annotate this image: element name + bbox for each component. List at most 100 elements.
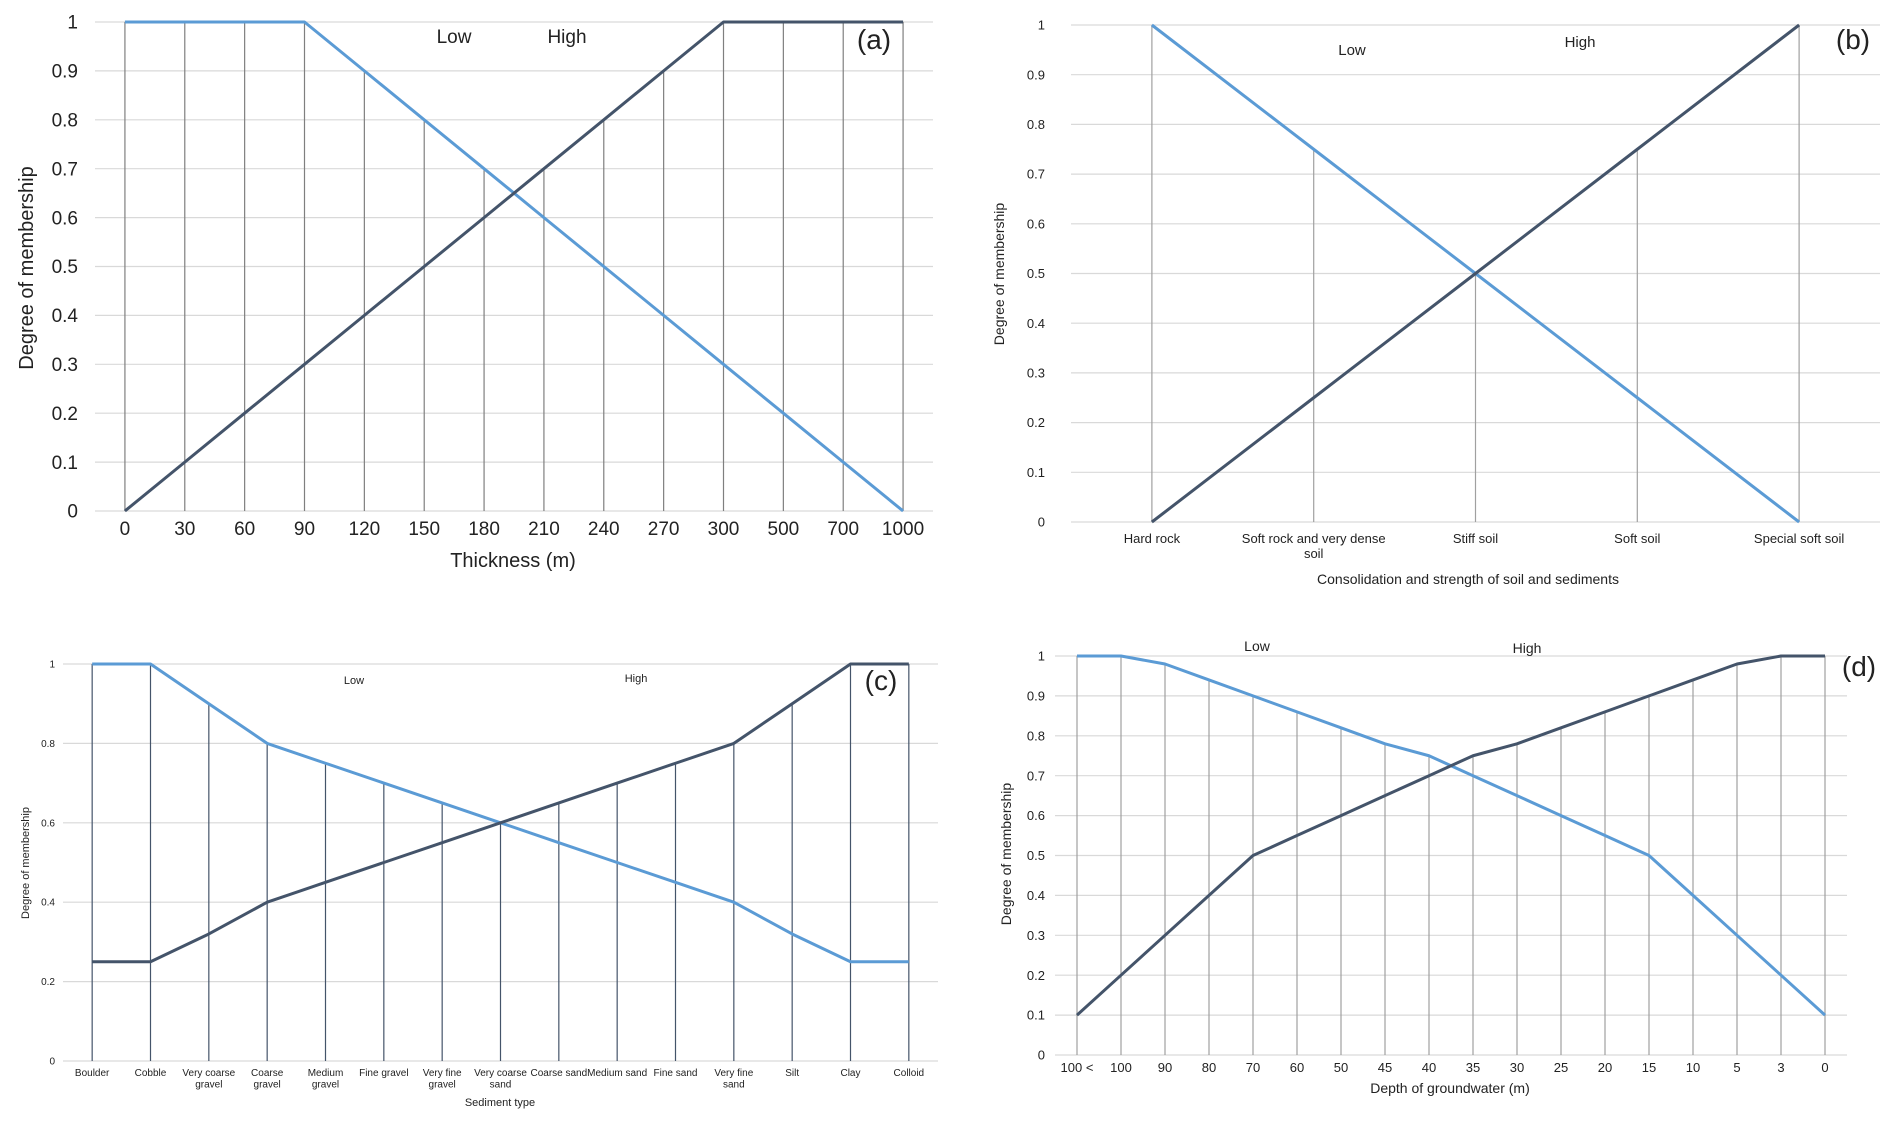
y-tick-label: 1 [1038, 649, 1045, 664]
y-tick-label: 0.8 [1027, 728, 1045, 743]
panel-label: (a) [857, 24, 891, 55]
series-label-high: High [1565, 34, 1596, 51]
x-tick-label: Hard rock [1124, 531, 1181, 546]
x-tick-label: Special soft soil [1754, 531, 1844, 546]
y-tick-label: 0.7 [1027, 167, 1045, 182]
x-tick-label: 80 [1202, 1060, 1216, 1075]
x-tick-label: 45 [1378, 1060, 1392, 1075]
series-label-low: Low [1244, 638, 1271, 654]
x-axis-title: Depth of groundwater (m) [1370, 1080, 1530, 1096]
y-axis-title: Degree of membership [998, 783, 1014, 926]
x-tick-label: 5 [1733, 1060, 1740, 1075]
x-tick-label: 210 [528, 519, 560, 540]
series-label-low: Low [344, 675, 364, 687]
y-tick-label: 1 [67, 13, 78, 34]
y-tick-label: 0.1 [1027, 1008, 1045, 1023]
x-tick-label: Coarse sand [530, 1068, 587, 1079]
panel-label: (c) [865, 665, 898, 696]
x-tick-label: Colloid [894, 1068, 925, 1079]
y-tick-label: 0.5 [1027, 266, 1045, 281]
x-tick-label: 70 [1246, 1060, 1260, 1075]
y-tick-label: 0 [49, 1057, 55, 1068]
x-tick-label: 10 [1686, 1060, 1700, 1075]
x-tick-label: 30 [1510, 1060, 1524, 1075]
chart-panel-c: 0 0.2 0.4 0.6 0.8 1 Boulder Cobble Very coarse gr… [20, 660, 938, 1109]
x-tick-label: 90 [1158, 1060, 1172, 1075]
x-tick-label: 150 [408, 519, 440, 540]
x-tick-label: 25 [1554, 1060, 1568, 1075]
y-tick-label: 0 [1038, 515, 1045, 530]
x-tick-label: 240 [588, 519, 620, 540]
y-tick-label: 0.7 [52, 159, 78, 180]
x-tick-label: Medium gravel [308, 1068, 344, 1091]
x-tick-label: Boulder [75, 1068, 110, 1079]
chart-panel-a: 0 0.1 0.2 0.3 0.4 0.5 0.6 0.7 0.8 0.9 1 0 30 60 90 120 1… [16, 13, 933, 572]
x-tick-label: Soft rock and very dense soil [1242, 531, 1386, 561]
x-tick-label: Coarse gravel [251, 1068, 284, 1091]
x-tick-label: 40 [1422, 1060, 1436, 1075]
x-tick-label: 0 [120, 519, 131, 540]
series-line-high [123, 20, 904, 513]
y-tick-label: 0.2 [41, 977, 55, 988]
y-tick-label: 0.4 [41, 898, 55, 909]
x-tick-label: 60 [1290, 1060, 1304, 1075]
y-tick-label: 0.1 [1027, 465, 1045, 480]
x-axis-title: Consolidation and strength of soil and s… [1317, 571, 1619, 587]
x-tick-label: Fine gravel [359, 1068, 408, 1079]
series-label-high: High [1513, 640, 1542, 656]
series-line-high [1075, 654, 1825, 1017]
y-tick-label: 0.3 [1027, 928, 1045, 943]
y-tick-label: 1 [1038, 18, 1045, 33]
x-tick-label: Cobble [135, 1068, 167, 1079]
x-tick-label: Clay [840, 1068, 860, 1079]
y-tick-label: 0.6 [41, 818, 55, 829]
series-label-high: High [625, 673, 648, 685]
x-tick-label: 90 [294, 519, 315, 540]
y-tick-label: 0.3 [1027, 365, 1045, 380]
series-label-low: Low [437, 27, 472, 48]
x-tick-label: Soft soil [1614, 531, 1660, 546]
y-tick-label: 0 [1038, 1048, 1045, 1063]
y-tick-label: 0.4 [1027, 316, 1045, 331]
y-tick-label: 0.2 [1027, 968, 1045, 983]
y-axis-title: Degree of membership [16, 166, 38, 369]
x-tick-label: Very fine gravel [423, 1068, 462, 1091]
series-label-low: Low [1338, 42, 1366, 59]
y-tick-label: 0 [67, 502, 78, 523]
y-tick-label: 0.5 [52, 257, 78, 278]
y-tick-label: 0.9 [52, 62, 78, 83]
x-tick-label: 15 [1642, 1060, 1656, 1075]
y-tick-label: 0.1 [52, 453, 78, 474]
x-tick-label: 270 [648, 519, 680, 540]
series-line-low [1077, 654, 1827, 1017]
x-tick-label: Very coarse sand [474, 1068, 527, 1091]
x-tick-label: 20 [1598, 1060, 1612, 1075]
y-tick-label: 0.9 [1027, 688, 1045, 703]
x-tick-label: 3 [1777, 1060, 1784, 1075]
x-tick-label: 60 [234, 519, 255, 540]
y-tick-label: 0.8 [52, 110, 78, 131]
series-label-high: High [547, 27, 586, 48]
y-tick-label: 0.3 [52, 355, 78, 376]
x-tick-label: 100 < [1061, 1060, 1094, 1075]
x-tick-label: Very coarse gravel [182, 1068, 235, 1091]
y-tick-label: 0.9 [1027, 67, 1045, 82]
x-tick-label: 30 [174, 519, 195, 540]
x-tick-label: Very fine sand [714, 1068, 753, 1091]
x-tick-label: 180 [468, 519, 500, 540]
y-tick-label: 0.4 [1027, 888, 1045, 903]
x-tick-label: 500 [768, 519, 800, 540]
y-axis-title: Degree of membership [991, 203, 1007, 346]
panel-label: (b) [1836, 24, 1870, 55]
chart-panel-b: 0 0.1 0.2 0.3 0.4 0.5 0.6 0.7 0.8 0.9 1 Hard rock So… [991, 18, 1880, 587]
x-tick-label: Fine sand [654, 1068, 698, 1079]
x-tick-label: 35 [1466, 1060, 1480, 1075]
y-tick-label: 0.7 [1027, 768, 1045, 783]
y-tick-label: 0.8 [1027, 117, 1045, 132]
y-tick-label: 0.6 [1027, 216, 1045, 231]
x-axis-title: Sediment type [465, 1097, 535, 1109]
x-tick-label: 120 [349, 519, 381, 540]
y-tick-label: 0.6 [1027, 808, 1045, 823]
